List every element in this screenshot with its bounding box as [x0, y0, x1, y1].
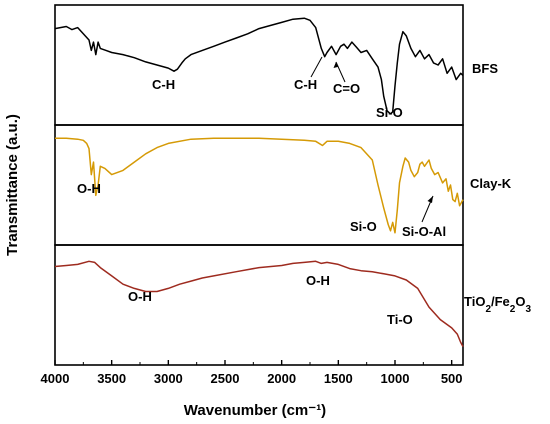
series-label-clay-k: Clay-K	[470, 176, 512, 191]
annotation-ch-arrow	[310, 56, 323, 78]
series-label-tio2-fe2o3: TiO2/Fe2O3	[464, 294, 531, 315]
x-tick-label: 4000	[41, 371, 70, 386]
panel-frame-tio2-fe2o3	[54, 244, 464, 366]
annotation-si-o-clay: Si-O	[350, 219, 377, 234]
annotation-si-o-al-arrowhead	[427, 196, 433, 203]
series-line-1	[55, 137, 464, 234]
x-tick-label: 1500	[324, 371, 353, 386]
annotation-co: C=O	[333, 81, 360, 96]
annotation-oh-clay: O-H	[77, 181, 101, 196]
x-tick-label: 2000	[267, 371, 296, 386]
x-axis-title: Wavenumber (cm⁻¹)	[184, 402, 326, 419]
series-line-2	[54, 260, 464, 347]
x-axis-ticks: 4000 3500 3000 2500 2000 1500 1000 500	[41, 360, 463, 386]
series-curves	[54, 17, 464, 347]
x-tick-label: 1000	[381, 371, 410, 386]
y-axis-title: Transmittance (a.u.)	[4, 114, 21, 256]
annotation-oh-tio2-1: O-H	[128, 289, 152, 304]
x-tick-label: 3500	[97, 371, 126, 386]
annotation-ch-1600: C-H	[294, 77, 317, 92]
annotation-ti-o: Ti-O	[387, 312, 413, 327]
x-tick-label: 500	[441, 371, 463, 386]
series-label-bfs: BFS	[472, 61, 498, 76]
annotation-si-o-al: Si-O-Al	[402, 224, 446, 239]
series-line-0	[54, 17, 464, 115]
annotation-si-o-bfs: Si-O	[376, 105, 403, 120]
annotation-ch-2900: C-H	[152, 77, 175, 92]
x-tick-label: 3000	[154, 371, 183, 386]
annotation-oh-tio2-2: O-H	[306, 273, 330, 288]
x-tick-label: 2500	[211, 371, 240, 386]
annotation-co-arrowhead	[333, 62, 339, 68]
